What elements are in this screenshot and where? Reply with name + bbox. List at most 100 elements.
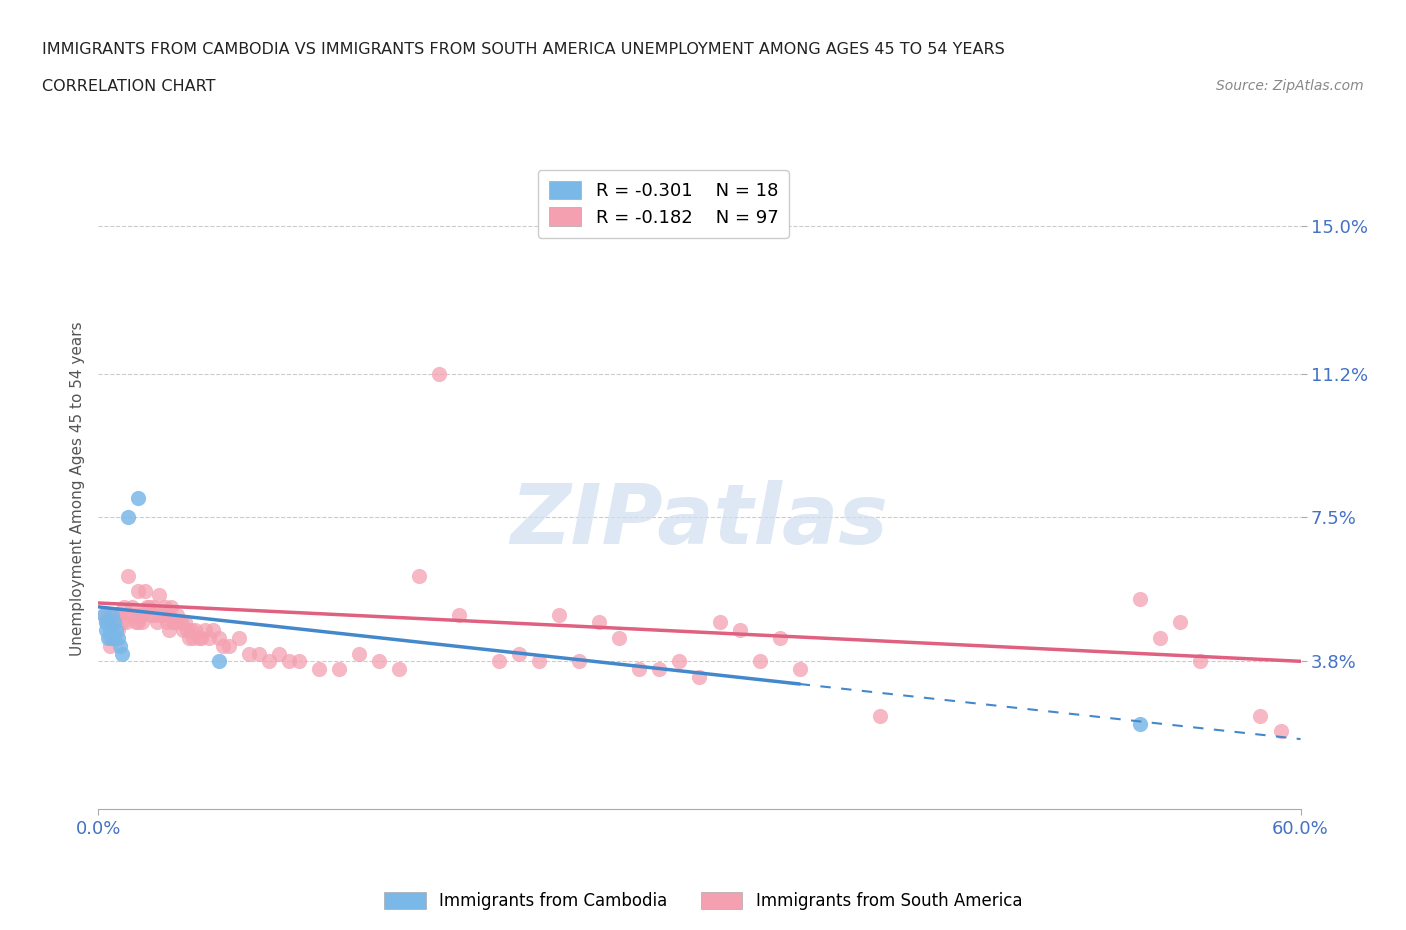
Point bbox=[96, 623, 118, 638]
Point bbox=[101, 631, 124, 645]
Point bbox=[153, 600, 176, 615]
Point bbox=[110, 607, 132, 622]
Point bbox=[172, 623, 194, 638]
Point bbox=[103, 631, 125, 645]
Point bbox=[163, 615, 186, 630]
Point bbox=[768, 631, 790, 645]
Point bbox=[139, 607, 162, 622]
Point bbox=[628, 661, 651, 676]
Point bbox=[247, 646, 270, 661]
Point bbox=[111, 615, 134, 630]
Point bbox=[648, 661, 671, 676]
Point bbox=[169, 615, 191, 630]
Point bbox=[1129, 716, 1152, 731]
Point bbox=[152, 607, 174, 622]
Point bbox=[177, 631, 200, 645]
Point bbox=[869, 709, 891, 724]
Text: IMMIGRANTS FROM CAMBODIA VS IMMIGRANTS FROM SOUTH AMERICA UNEMPLOYMENT AMONG AGE: IMMIGRANTS FROM CAMBODIA VS IMMIGRANTS F… bbox=[42, 42, 1005, 57]
Point bbox=[138, 600, 160, 615]
Point bbox=[688, 670, 710, 684]
Point bbox=[100, 638, 122, 653]
Point bbox=[120, 607, 142, 622]
Point bbox=[180, 623, 202, 638]
Point bbox=[162, 615, 184, 630]
Point bbox=[748, 654, 770, 669]
Point bbox=[388, 661, 411, 676]
Point bbox=[176, 623, 198, 638]
Point bbox=[709, 615, 731, 630]
Point bbox=[267, 646, 290, 661]
Point bbox=[183, 623, 205, 638]
Point bbox=[117, 568, 139, 583]
Point bbox=[173, 615, 195, 630]
Point bbox=[159, 600, 181, 615]
Point bbox=[145, 615, 167, 630]
Point bbox=[105, 615, 128, 630]
Point bbox=[97, 631, 120, 645]
Point bbox=[288, 654, 311, 669]
Point bbox=[131, 615, 153, 630]
Point bbox=[668, 654, 690, 669]
Point bbox=[97, 615, 120, 630]
Point bbox=[101, 607, 124, 622]
Point bbox=[238, 646, 260, 661]
Text: CORRELATION CHART: CORRELATION CHART bbox=[42, 79, 215, 94]
Point bbox=[197, 631, 219, 645]
Point bbox=[97, 607, 120, 622]
Point bbox=[328, 661, 350, 676]
Legend: R = -0.301    N = 18, R = -0.182    N = 97: R = -0.301 N = 18, R = -0.182 N = 97 bbox=[537, 170, 789, 237]
Point bbox=[368, 654, 391, 669]
Point bbox=[181, 631, 204, 645]
Point bbox=[408, 568, 430, 583]
Point bbox=[190, 631, 212, 645]
Point bbox=[789, 661, 811, 676]
Point bbox=[148, 588, 170, 603]
Point bbox=[447, 607, 470, 622]
Point bbox=[257, 654, 280, 669]
Point bbox=[157, 623, 180, 638]
Point bbox=[141, 600, 163, 615]
Point bbox=[105, 623, 128, 638]
Point bbox=[110, 638, 132, 653]
Point bbox=[308, 661, 330, 676]
Point bbox=[115, 615, 138, 630]
Point bbox=[347, 646, 370, 661]
Point bbox=[1149, 631, 1171, 645]
Point bbox=[149, 607, 172, 622]
Point bbox=[143, 607, 166, 622]
Point bbox=[101, 615, 124, 630]
Point bbox=[157, 607, 180, 622]
Point bbox=[187, 631, 209, 645]
Text: ZIPatlas: ZIPatlas bbox=[510, 480, 889, 561]
Point bbox=[129, 607, 152, 622]
Point bbox=[111, 646, 134, 661]
Point bbox=[508, 646, 530, 661]
Point bbox=[134, 584, 156, 599]
Point bbox=[128, 584, 150, 599]
Point bbox=[588, 615, 610, 630]
Point bbox=[125, 615, 148, 630]
Point bbox=[107, 607, 129, 622]
Point bbox=[128, 615, 150, 630]
Point bbox=[728, 623, 751, 638]
Point bbox=[103, 607, 125, 622]
Point bbox=[103, 615, 125, 630]
Point bbox=[93, 607, 115, 622]
Point bbox=[107, 623, 129, 638]
Point bbox=[529, 654, 551, 669]
Point bbox=[609, 631, 631, 645]
Legend: Immigrants from Cambodia, Immigrants from South America: Immigrants from Cambodia, Immigrants fro… bbox=[377, 885, 1029, 917]
Point bbox=[568, 654, 591, 669]
Point bbox=[1170, 615, 1192, 630]
Point bbox=[93, 607, 115, 622]
Point bbox=[201, 623, 224, 638]
Point bbox=[107, 631, 129, 645]
Point bbox=[1189, 654, 1212, 669]
Point bbox=[1129, 591, 1152, 606]
Point bbox=[124, 607, 146, 622]
Y-axis label: Unemployment Among Ages 45 to 54 years: Unemployment Among Ages 45 to 54 years bbox=[69, 321, 84, 656]
Point bbox=[167, 615, 190, 630]
Point bbox=[488, 654, 510, 669]
Point bbox=[211, 638, 233, 653]
Point bbox=[218, 638, 240, 653]
